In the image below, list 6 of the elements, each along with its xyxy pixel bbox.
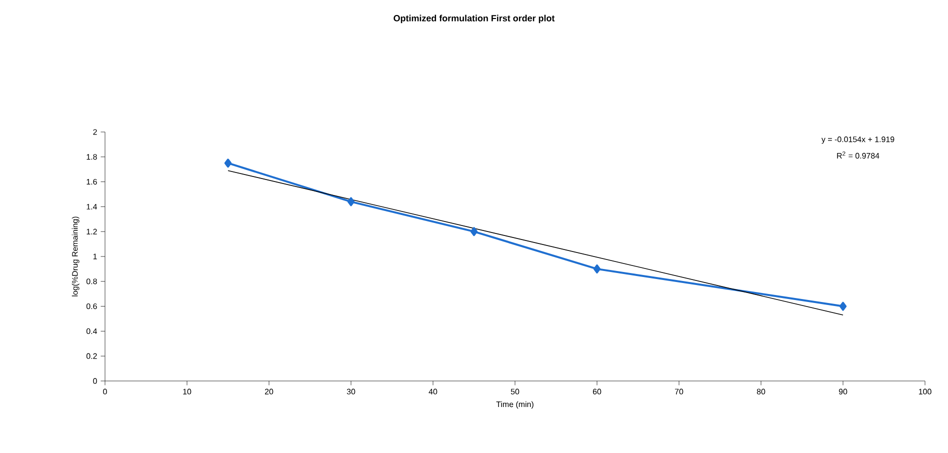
point [347, 197, 355, 206]
point [224, 158, 232, 168]
point [839, 302, 847, 311]
point [470, 227, 478, 236]
chart-title: Optimized formulation First order plot [394, 14, 555, 24]
point [593, 264, 601, 274]
